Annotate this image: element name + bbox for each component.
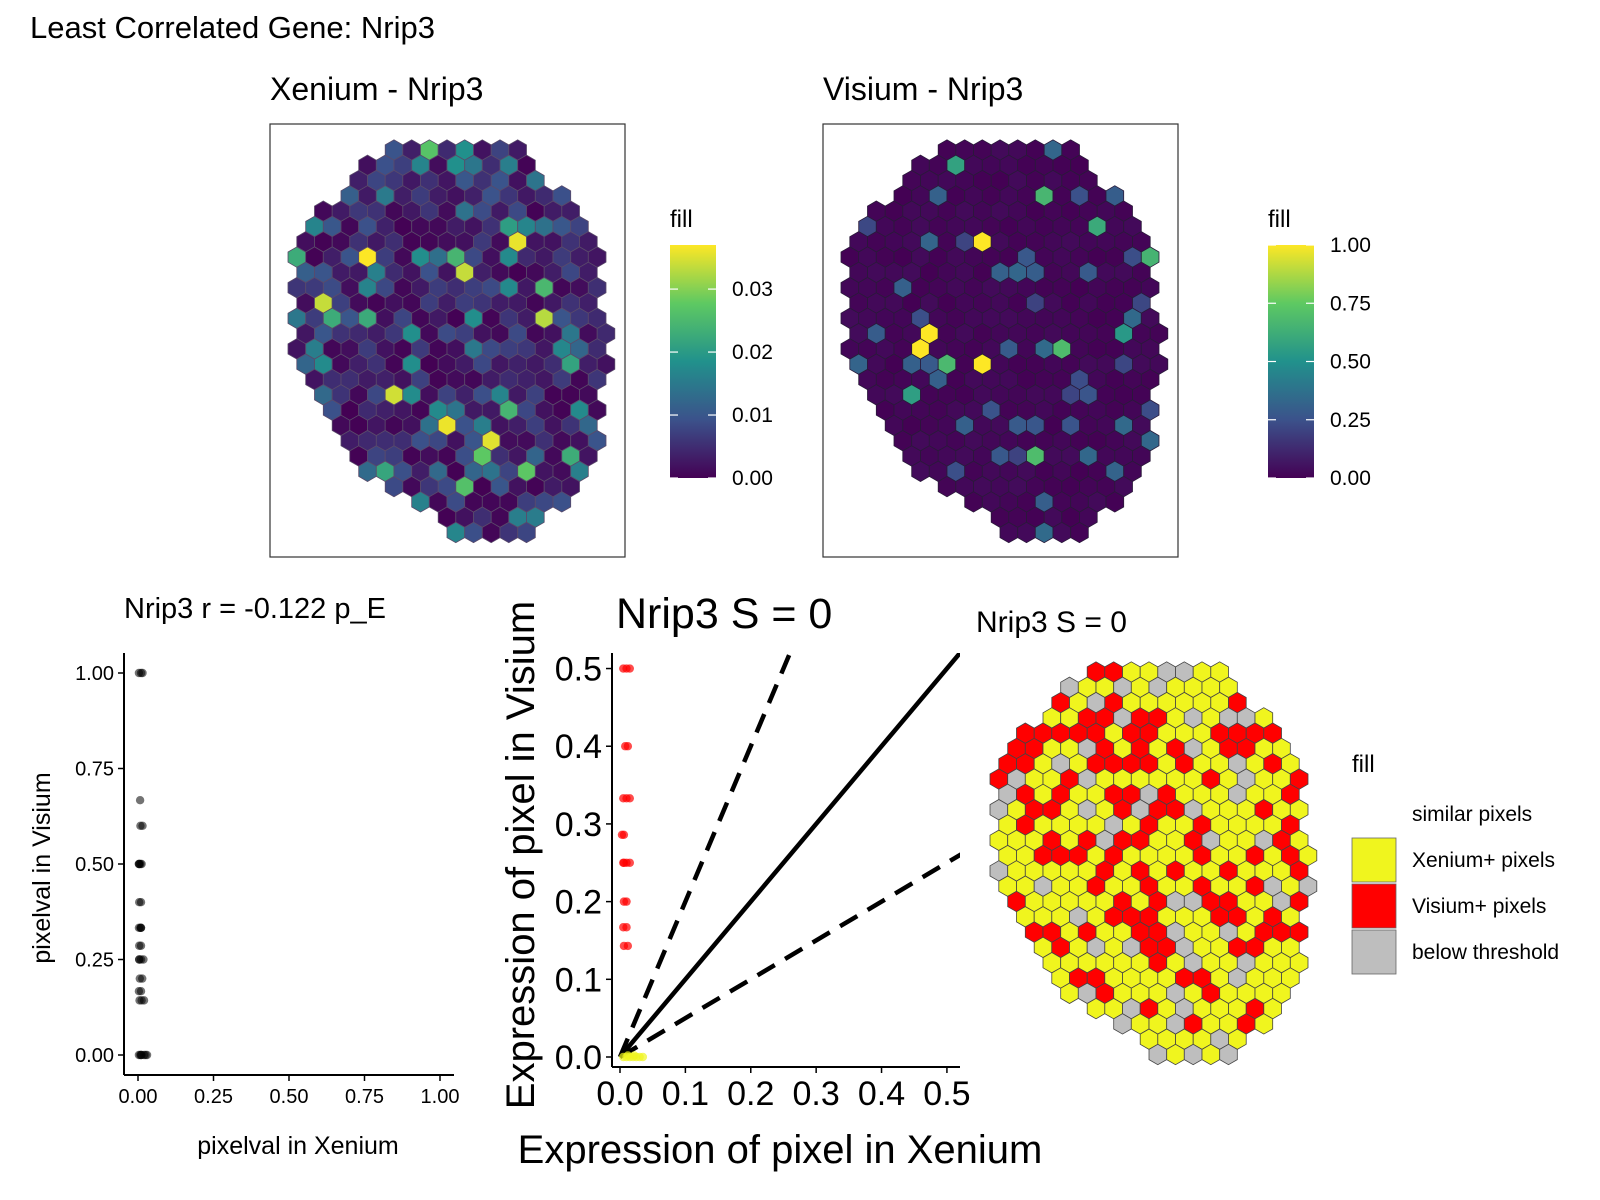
y-tick-label: 0.4 [555, 728, 602, 766]
scatter2-point [619, 830, 629, 839]
y-tick-label: 0.25 [75, 950, 114, 972]
scatter1-point [138, 974, 147, 983]
colorbar-tick-label: 1.00 [1330, 234, 1371, 257]
scatter2-point [623, 941, 633, 951]
scatter2-point [619, 858, 629, 867]
scatter1-points [134, 668, 152, 1060]
x-tick-label: 0.50 [270, 1086, 309, 1108]
y-tick-label: 0.75 [75, 759, 114, 781]
colorbar-tick-label: 0.50 [1330, 351, 1371, 374]
scatter2-xlabel: Expression of pixel in Xenium [518, 1128, 1043, 1172]
hex-cell [552, 491, 572, 513]
y-tick-label: 0.1 [555, 961, 602, 999]
legend-label: Xenium+ pixels [1412, 849, 1555, 872]
x-tick-label: 1.00 [421, 1086, 460, 1108]
colorbar-tick-label: 0.03 [732, 278, 773, 301]
scatter2-point [622, 897, 631, 906]
y-tick-label: 0.0 [555, 1039, 602, 1077]
visium-hexmap [840, 139, 1169, 544]
scatter1-point [139, 996, 149, 1005]
threshold-legend-title: fill [1352, 751, 1375, 778]
scatter2-point [625, 858, 635, 867]
x-tick-label: 0.25 [194, 1086, 233, 1108]
scatter2-axes: 0.0 0.1 0.2 0.3 0.4 0.5 0.0 0.1 0.2 0.3 0.4 0.5 [555, 651, 971, 1113]
visium-colorbar-ticks: 0.00 0.25 0.50 0.75 1.00 [1268, 234, 1371, 490]
y-tick-label: 0.2 [555, 884, 602, 922]
threshold-legend: similar pixels Xenium+ pixels Visium+ pixe… [1351, 803, 1559, 975]
hex-cell [1070, 521, 1089, 544]
scatter2-reference-lines [617, 653, 960, 1059]
scatter1-axes: 0.00 0.25 0.50 0.75 1.00 0.00 0.25 0.50 0.75 1.00 [75, 653, 459, 1108]
scatter1-point [138, 668, 147, 678]
x-tick-label: 0.5 [923, 1075, 970, 1113]
scatter1-title: Nrip3 r = -0.122 p_E [124, 593, 386, 625]
x-tick-label: 0.4 [858, 1075, 905, 1113]
scatter2-point [623, 1051, 633, 1060]
scatter2-ylabel: Expression of pixel in Visium [499, 601, 543, 1109]
xenium-hexmap [287, 139, 616, 544]
scatter2-point [622, 923, 631, 932]
y-tick-label: 0.5 [555, 651, 602, 689]
colorbar-tick-label: 0.02 [732, 341, 773, 364]
legend-key [1351, 883, 1397, 929]
x-tick-label: 0.1 [662, 1075, 709, 1113]
x-tick-label: 0.75 [345, 1086, 384, 1108]
scatter2-point [623, 742, 633, 751]
x-tick-label: 0.0 [596, 1075, 643, 1113]
colorbar-tick-label: 0.25 [1330, 409, 1371, 432]
legend-label: below threshold [1412, 941, 1559, 964]
hex-cell [517, 521, 536, 544]
legend-label: similar pixels [1412, 803, 1532, 826]
scatter1-point [135, 796, 145, 805]
scatter1-ylabel: pixelval in Visium [28, 772, 56, 963]
scatter1-point [136, 941, 146, 950]
visium-legend-title: fill [1268, 206, 1291, 233]
hex-cell [1254, 1013, 1274, 1035]
xenium-colorbar-ticks: 0.00 0.01 0.02 0.03 [670, 278, 773, 490]
scatter1-xlabel: pixelval in Xenium [197, 1132, 399, 1160]
scatter2-point [625, 794, 635, 803]
x-tick-label: 0.00 [119, 1086, 158, 1108]
scatter1-point [142, 1050, 152, 1060]
reference-line-slope-1 [618, 653, 960, 1059]
x-tick-label: 0.2 [727, 1075, 774, 1113]
xenium-colorbar [670, 245, 716, 478]
legend-key [1351, 929, 1397, 975]
scatter1-point [135, 955, 144, 964]
visium-panel-title: Visium - Nrip3 [823, 71, 1023, 107]
scatter1-point [136, 898, 146, 907]
scatter1-point [136, 859, 145, 869]
colorbar-tick-label: 0.01 [732, 404, 773, 427]
scatter2-point [625, 664, 635, 673]
scatter1-point [136, 987, 146, 996]
x-tick-label: 0.3 [793, 1075, 840, 1113]
colorbar-tick-label: 0.00 [732, 467, 773, 490]
threshold-hexmap [989, 661, 1318, 1066]
xenium-legend-title: fill [670, 206, 693, 233]
figure-title: Least Correlated Gene: Nrip3 [30, 10, 435, 45]
colorbar-tick-label: 0.75 [1330, 292, 1371, 315]
hex-cell [1105, 491, 1125, 513]
hex-cell [1219, 1043, 1238, 1066]
scatter2-points [617, 664, 648, 1062]
y-tick-label: 0.3 [555, 806, 602, 844]
y-tick-label: 1.00 [75, 663, 114, 685]
scatter2-title: Nrip3 S = 0 [616, 590, 832, 638]
colorbar-tick-label: 0.00 [1330, 467, 1371, 490]
scatter2-point [630, 1051, 639, 1060]
legend-label: Visium+ pixels [1412, 895, 1546, 918]
visium-panel-frame [822, 123, 1179, 558]
threshold-panel-title: Nrip3 S = 0 [976, 606, 1127, 639]
legend-key [1351, 837, 1397, 883]
y-tick-label: 0.00 [75, 1045, 114, 1067]
y-tick-label: 0.50 [75, 854, 114, 876]
reference-line-slope-2 [617, 653, 793, 1058]
xenium-panel-frame [269, 123, 626, 558]
xenium-panel-title: Xenium - Nrip3 [270, 71, 483, 107]
scatter1-point [138, 821, 147, 830]
scatter1-point [136, 923, 146, 932]
reference-line-slope-0.5 [618, 852, 960, 1059]
scatter2-point [638, 1052, 648, 1062]
